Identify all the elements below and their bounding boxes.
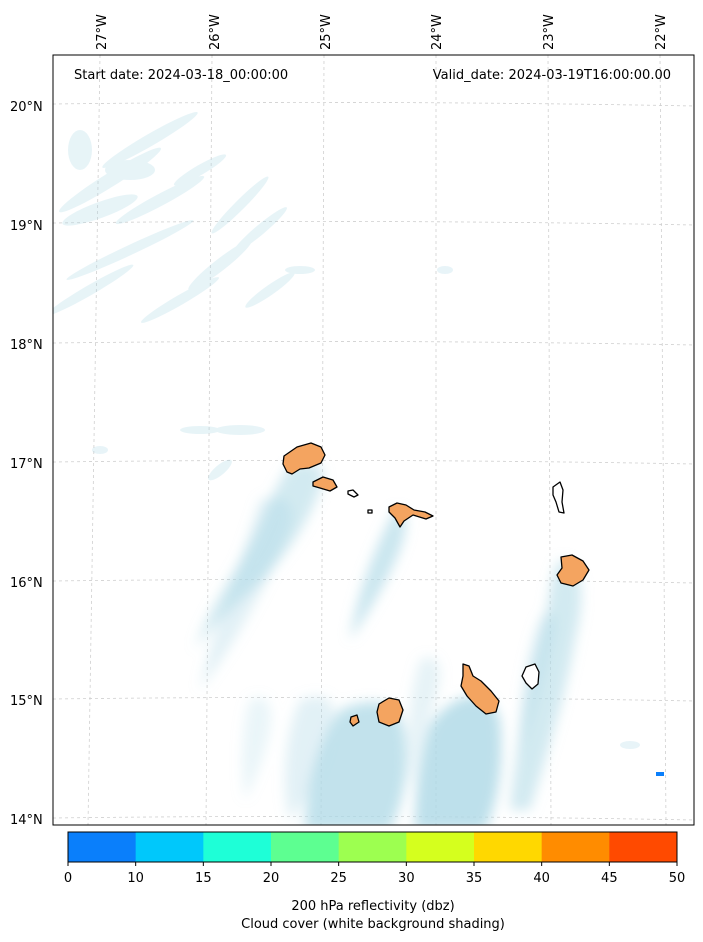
valid-date-label: Valid_date: 2024-03-19T16:00:00.00 [433, 68, 671, 83]
lat-tick-19n: 19°N [10, 219, 43, 234]
island-sao-vicente [312, 476, 338, 492]
island-islet [367, 509, 373, 514]
island-sal [552, 481, 565, 514]
colorbar-tick-label: 25 [330, 871, 347, 886]
lon-tick-24w: 24°W [430, 14, 445, 50]
colorbar-tick-label: 30 [398, 871, 415, 886]
lon-tick-25w: 25°W [319, 14, 334, 50]
colorbar-segment [271, 832, 340, 862]
island-maio [521, 663, 540, 690]
lat-tick-15n: 15°N [10, 694, 43, 709]
cloud-streaks-faint [53, 112, 640, 749]
lat-tick-labels: 20°N 19°N 18°N 17°N 16°N 15°N 14°N [10, 100, 43, 828]
islands [282, 442, 590, 727]
island-brava [349, 714, 360, 727]
lon-tick-23w: 23°W [542, 14, 557, 50]
colorbar-segment [406, 832, 475, 862]
lat-tick-20n: 20°N [10, 100, 43, 115]
start-date-label: Start date: 2024-03-18_00:00:00 [74, 68, 288, 83]
colorbar-segment [541, 832, 610, 862]
island-sao-nicolau [388, 502, 434, 528]
lat-tick-18n: 18°N [10, 338, 43, 353]
lon-tick-27w: 27°W [95, 14, 110, 50]
lon-tick-26w: 26°W [208, 14, 223, 50]
reflectivity-spot [656, 772, 664, 776]
colorbar-tick-label: 40 [533, 871, 550, 886]
cloud-plumes [195, 461, 582, 825]
colorbar-frame [67, 831, 678, 863]
colorbar-segment [203, 832, 272, 862]
colorbar-segment [68, 832, 137, 862]
lon-tick-22w: 22°W [654, 14, 669, 50]
colorbar-tick-label: 0 [64, 871, 72, 886]
island-santo-antao [282, 442, 326, 475]
colorbar-tick-label: 50 [669, 871, 686, 886]
island-boa-vista [556, 554, 590, 587]
reflectivity-caption: 200 hPa reflectivity (dbz) [291, 899, 455, 914]
map-frame [52, 54, 695, 826]
colorbar-segment [609, 832, 678, 862]
colorbar-tick-label: 15 [195, 871, 212, 886]
colorbar-tick-label: 45 [601, 871, 618, 886]
cloud-cover-caption: Cloud cover (white background shading) [241, 917, 505, 932]
lat-tick-14n: 14°N [10, 813, 43, 828]
colorbar-segment [135, 832, 204, 862]
island-santiago [460, 663, 500, 715]
island-santa-luzia [347, 489, 359, 498]
colorbar-tick-label: 10 [127, 871, 144, 886]
lat-tick-17n: 17°N [10, 457, 43, 472]
colorbar: 0 10 15 20 25 30 35 40 45 50 [64, 831, 686, 886]
colorbar-tick-label: 35 [466, 871, 483, 886]
colorbar-segment [338, 832, 407, 862]
lon-tick-labels: 27°W 26°W 25°W 24°W 23°W 22°W [95, 14, 669, 50]
colorbar-segment [474, 832, 543, 862]
lat-tick-16n: 16°N [10, 576, 43, 591]
island-fogo [376, 697, 404, 727]
colorbar-tick-label: 20 [263, 871, 280, 886]
